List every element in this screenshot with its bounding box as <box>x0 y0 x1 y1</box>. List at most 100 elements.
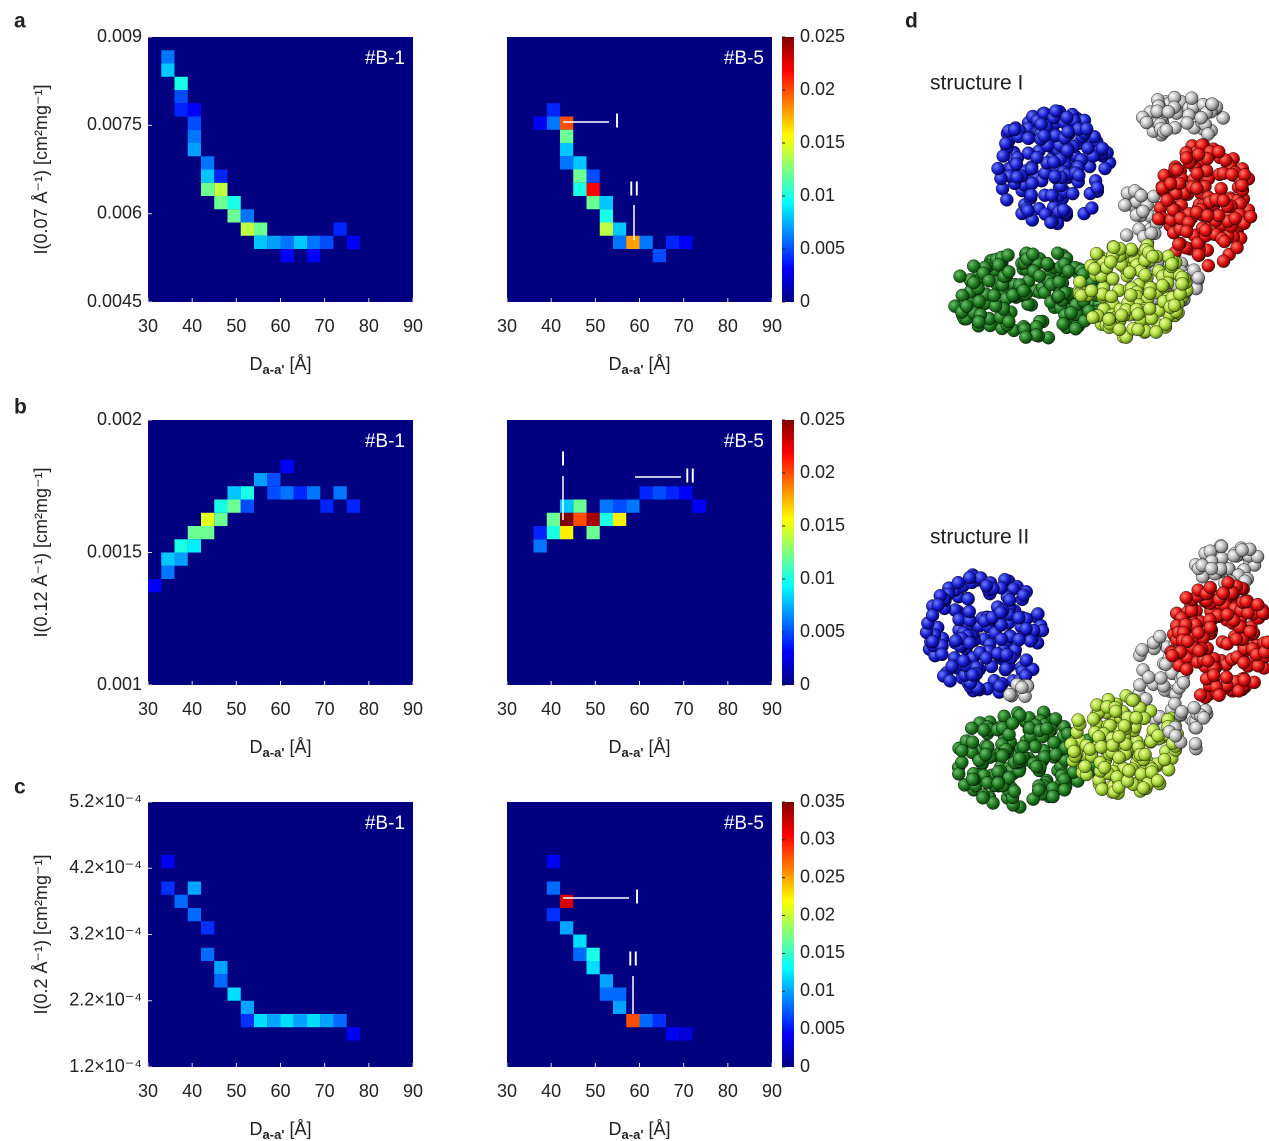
panel-tag: #B-1 <box>365 48 405 69</box>
atom-sphere <box>1030 150 1044 165</box>
annotation: I <box>560 448 566 470</box>
atom-sphere <box>1086 712 1101 726</box>
heatmap-cell <box>573 156 587 170</box>
atom-sphere <box>1112 322 1127 337</box>
atom-sphere <box>1067 744 1081 759</box>
atom-sphere <box>1216 586 1230 600</box>
atom-sphere <box>1034 117 1048 131</box>
x-tick-label: 50 <box>585 1081 605 1101</box>
y-axis-label: I(0.12 Å⁻¹) [cm²mg⁻¹] <box>31 467 51 637</box>
heatmap-cell <box>320 235 334 249</box>
x-tick-label: 50 <box>226 699 246 719</box>
x-axis-label: Da-a' [Å] <box>609 737 671 761</box>
atom-sphere <box>996 149 1010 163</box>
heatmap-cell <box>626 235 640 249</box>
atom-sphere <box>1179 151 1194 165</box>
y-tick-label: 0.0075 <box>87 114 142 134</box>
atom-sphere <box>1021 204 1035 218</box>
heatmap-cell <box>174 552 188 566</box>
atom-sphere <box>1040 256 1054 271</box>
heatmap-cell <box>174 539 188 553</box>
atom-sphere <box>1106 272 1120 286</box>
panel-tag: #B-5 <box>724 813 764 834</box>
heatmap-cell <box>307 486 321 500</box>
atom-sphere <box>1002 314 1016 329</box>
atom-sphere <box>1072 168 1086 183</box>
x-axis-label-part: a-a' <box>263 745 285 760</box>
heatmap-cell <box>586 182 600 196</box>
heatmap-cell <box>652 1014 666 1028</box>
x-axis-label: Da-a' [Å] <box>250 354 312 378</box>
x-tick-label: 90 <box>403 699 423 719</box>
heatmap-cell <box>293 1014 307 1028</box>
atom-sphere <box>965 735 980 749</box>
heatmap-cell <box>573 512 587 526</box>
heatmap-cell <box>307 235 321 249</box>
atom-sphere <box>1068 322 1083 336</box>
x-axis-label-part: D <box>250 354 263 374</box>
colorbar <box>782 420 794 685</box>
atom-sphere <box>1087 262 1102 276</box>
colorbar-tick-label: 0.02 <box>800 79 835 99</box>
heatmap-panel: #B-1 30 40 50 60 70 80 90 Da-a' [Å] 0.001 0.0015 0.… <box>31 409 423 761</box>
atom-sphere <box>1141 670 1156 684</box>
heatmap-cell <box>201 182 215 196</box>
heatmap-cell <box>267 1014 281 1028</box>
heatmap-cell <box>333 222 347 236</box>
atom-sphere <box>1165 649 1179 663</box>
heatmap-cell <box>666 1027 680 1041</box>
heatmap-cell <box>560 894 574 908</box>
heatmap-cell <box>201 512 215 526</box>
x-tick-label: 70 <box>315 316 335 336</box>
atom-sphere <box>1108 704 1123 719</box>
heatmap-cell <box>254 222 268 236</box>
colorbar-tick-label: 0.005 <box>800 1018 845 1038</box>
x-tick-label: 80 <box>359 1081 379 1101</box>
atom-sphere <box>1251 597 1265 612</box>
x-axis-label-part: [Å] <box>284 1119 311 1139</box>
heatmap-cell <box>240 1014 254 1028</box>
atom-sphere <box>1151 773 1165 788</box>
atom-sphere <box>1190 166 1204 181</box>
atom-sphere <box>1194 111 1208 125</box>
atom-sphere <box>1180 662 1194 677</box>
heatmap-cell <box>626 1014 640 1028</box>
atom-sphere <box>972 294 986 309</box>
atom-sphere <box>1161 105 1176 119</box>
y-tick-label: 0.002 <box>97 409 142 429</box>
y-tick-label: 0.0045 <box>87 291 142 311</box>
atom-sphere <box>956 654 971 668</box>
atom-sphere <box>991 776 1005 790</box>
atom-sphere <box>1044 215 1058 230</box>
heatmap-cell <box>560 143 574 157</box>
atom-sphere <box>1196 711 1211 725</box>
heatmap-cell <box>679 486 693 500</box>
x-axis-label-part: D <box>250 1119 263 1139</box>
x-tick-label: 40 <box>541 699 561 719</box>
atom-sphere <box>1204 561 1219 576</box>
atom-sphere <box>1151 212 1166 226</box>
atom-sphere <box>963 636 977 650</box>
atom-sphere <box>1010 170 1024 184</box>
atom-sphere <box>1187 701 1201 715</box>
colorbar-tick-label: 0.01 <box>800 185 835 205</box>
atom-sphere <box>1237 673 1252 687</box>
atom-sphere <box>1191 248 1206 262</box>
heatmap-cell <box>560 129 574 143</box>
x-tick-label: 70 <box>674 316 694 336</box>
heatmap-cell <box>187 908 201 922</box>
annotation: II <box>684 465 695 487</box>
atom-sphere <box>1046 789 1060 804</box>
atom-sphere <box>1135 643 1149 657</box>
heatmap-cell <box>214 182 228 196</box>
heatmap-cell <box>560 499 574 513</box>
atom-sphere <box>1191 626 1206 640</box>
heatmap-panel: #B-5 30 40 50 60 70 80 90 Da-a' [Å] 0 0.005 0.01 0.0… <box>497 26 845 378</box>
heatmap-cell <box>187 103 201 117</box>
heatmap-cell <box>599 987 613 1001</box>
atom-sphere <box>977 723 991 737</box>
heatmap-cell <box>573 499 587 513</box>
atom-sphere <box>1104 289 1119 304</box>
atom-sphere <box>1225 167 1239 182</box>
x-axis-label-part: D <box>609 737 622 757</box>
